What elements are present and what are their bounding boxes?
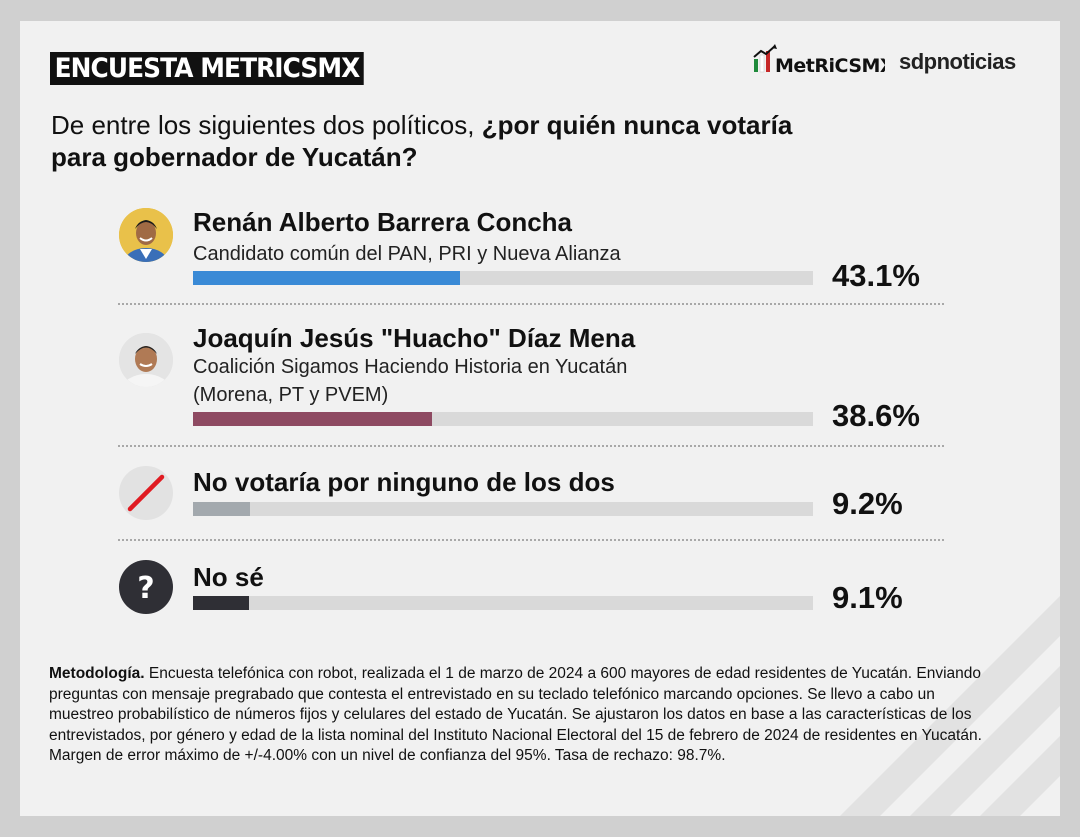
svg-text:?: ? [137,571,154,606]
row-divider-2 [118,445,944,447]
bar-track-1 [193,271,813,285]
value-label-1: 43.1% [832,258,920,293]
methodology-label: Metodología. [49,665,145,682]
value-label-3: 9.2% [832,486,903,521]
candidate-2-name: Joaquín Jesús "Huacho" Díaz Mena [193,323,636,353]
value-label-4: 9.1% [832,580,903,615]
decorative-stripes [840,596,1060,816]
question-bold-2: para gobernador de Yucatán? [51,142,418,172]
candidate-1-avatar [119,208,173,262]
no-vote-icon [119,466,173,520]
value-label-2: 38.6% [832,398,920,433]
bar-track-2 [193,412,813,426]
question-plain: De entre los siguientes dos políticos, [51,110,482,140]
question-bold-1: ¿por quién nunca votaría [481,110,793,140]
bar-4 [193,596,250,610]
candidate-2-coalition: Coalición Sigamos Haciendo Historia en Y… [193,356,628,378]
question-title: De entre los siguientes dos políticos, ¿… [51,109,911,173]
bar-track-3 [193,502,813,516]
methodology-text: Encuesta telefónica con robot, realizada… [49,665,982,764]
row-divider-3 [118,539,944,541]
bar-2 [193,412,433,426]
candidate-1-name: Renán Alberto Barrera Concha [193,207,573,237]
candidate-2-avatar [119,333,173,387]
candidate-1-party: Candidato común del PAN, PRI y Nueva Ali… [193,243,621,265]
option-dont-know-label: No sé [193,562,264,592]
candidate-2-parties: (Morena, PT y PVEM) [193,384,389,406]
methodology-note: Metodología. Encuesta telefónica con rob… [49,664,994,767]
metricsmx-logo-text: MetRiCSMX [775,55,885,77]
row-divider-1 [118,303,944,305]
bar-track-4 [193,596,813,610]
sdpnoticias-logo: sdpnoticias [899,49,1016,74]
survey-badge: ENCUESTA METRICSMX [50,52,365,85]
metricsmx-logo: MetRiCSMX [753,44,885,77]
question-mark-icon: ? [119,560,173,614]
poll-card: ENCUESTA METRICSMX MetRiCSMX sdpnoticias… [20,21,1060,816]
option-none-label: No votaría por ninguno de los dos [193,467,615,497]
bar-3 [193,502,251,516]
bar-1 [193,271,461,285]
